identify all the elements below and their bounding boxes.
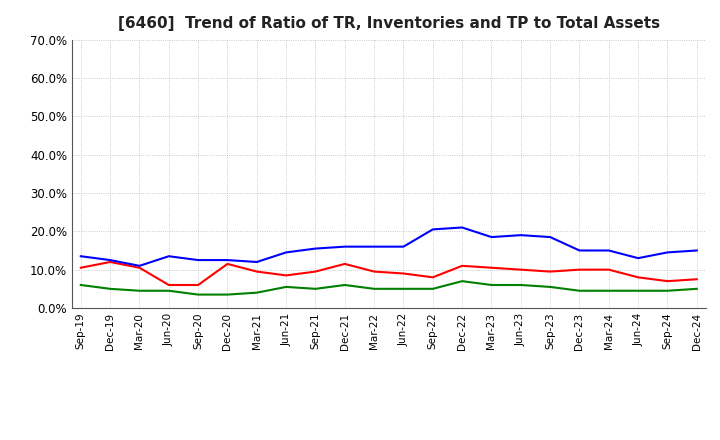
Inventories [76,253,85,259]
Inventories [311,246,320,251]
Inventories [399,244,408,249]
Trade Receivables [253,269,261,274]
Inventories [282,250,290,255]
Inventories [341,244,349,249]
Trade Payables [458,279,467,284]
Trade Receivables [135,265,144,270]
Trade Receivables [458,263,467,268]
Trade Receivables [164,282,173,288]
Trade Payables [253,290,261,295]
Trade Payables [546,284,554,290]
Inventories [253,259,261,264]
Inventories [223,257,232,263]
Trade Receivables [546,269,554,274]
Inventories [135,263,144,268]
Trade Payables [282,284,290,290]
Trade Payables [164,288,173,293]
Inventories [370,244,379,249]
Trade Receivables [634,275,642,280]
Trade Payables [135,288,144,293]
Trade Payables [223,292,232,297]
Trade Receivables [311,269,320,274]
Trade Payables [575,288,584,293]
Line: Trade Receivables: Trade Receivables [81,262,697,285]
Trade Payables [370,286,379,291]
Trade Payables [693,286,701,291]
Trade Receivables [370,269,379,274]
Trade Receivables [428,275,437,280]
Inventories [194,257,202,263]
Inventories [458,225,467,230]
Trade Receivables [223,261,232,267]
Trade Receivables [663,279,672,284]
Trade Receivables [194,282,202,288]
Trade Payables [634,288,642,293]
Inventories [605,248,613,253]
Trade Payables [487,282,496,288]
Trade Payables [605,288,613,293]
Trade Receivables [516,267,525,272]
Trade Payables [399,286,408,291]
Trade Receivables [399,271,408,276]
Title: [6460]  Trend of Ratio of TR, Inventories and TP to Total Assets: [6460] Trend of Ratio of TR, Inventories… [118,16,660,32]
Inventories [487,235,496,240]
Inventories [575,248,584,253]
Inventories [106,257,114,263]
Trade Receivables [575,267,584,272]
Trade Payables [516,282,525,288]
Trade Receivables [487,265,496,270]
Trade Receivables [341,261,349,267]
Trade Payables [663,288,672,293]
Trade Receivables [282,273,290,278]
Line: Trade Payables: Trade Payables [81,281,697,295]
Trade Payables [76,282,85,288]
Trade Payables [428,286,437,291]
Trade Receivables [693,277,701,282]
Trade Payables [341,282,349,288]
Inventories [428,227,437,232]
Trade Payables [194,292,202,297]
Inventories [634,256,642,261]
Trade Receivables [106,259,114,264]
Trade Payables [311,286,320,291]
Inventories [663,250,672,255]
Inventories [164,253,173,259]
Trade Receivables [76,265,85,270]
Inventories [516,232,525,238]
Line: Inventories: Inventories [81,227,697,266]
Trade Payables [106,286,114,291]
Inventories [693,248,701,253]
Inventories [546,235,554,240]
Trade Receivables [605,267,613,272]
